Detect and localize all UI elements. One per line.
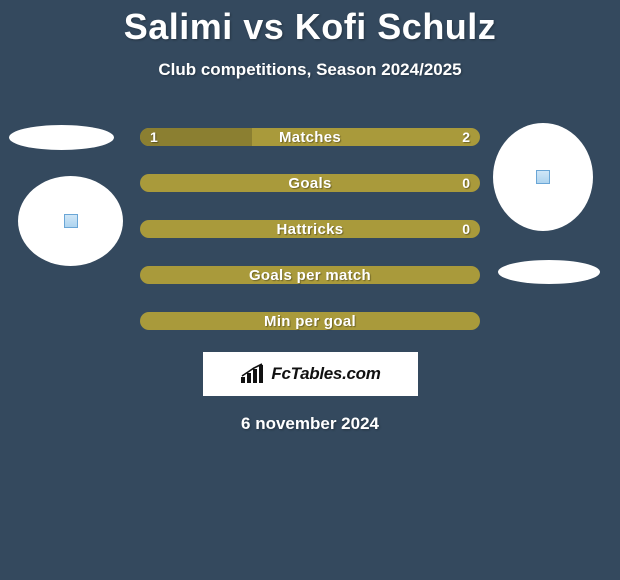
stat-bar-gpm: Goals per match (140, 266, 480, 284)
right-player-avatar (493, 123, 593, 231)
stat-bar-mpg: Min per goal (140, 312, 480, 330)
stat-label: Goals (288, 175, 331, 192)
footer-date: 6 november 2024 (0, 414, 620, 434)
left-player-avatar (18, 176, 123, 266)
stat-bar-hattricks: Hattricks 0 (140, 220, 480, 238)
stat-label: Min per goal (264, 313, 356, 330)
page-title: Salimi vs Kofi Schulz (0, 0, 620, 48)
stat-value-right: 0 (462, 221, 470, 237)
left-shadow-ellipse (9, 125, 114, 150)
right-shadow-ellipse (498, 260, 600, 284)
stat-label: Goals per match (249, 267, 371, 284)
stat-bar-goals: Goals 0 (140, 174, 480, 192)
image-placeholder-icon (64, 214, 78, 228)
bars-chart-icon (239, 363, 267, 385)
stats-container: 1 Matches 2 Goals 0 Hattricks 0 Goals pe… (140, 128, 480, 330)
brand-text: FcTables.com (271, 364, 380, 384)
stat-label: Hattricks (277, 221, 344, 238)
stat-label: Matches (279, 129, 341, 146)
page-subtitle: Club competitions, Season 2024/2025 (0, 60, 620, 80)
stat-value-right: 0 (462, 175, 470, 191)
brand-box: FcTables.com (203, 352, 418, 396)
stat-bar-matches: 1 Matches 2 (140, 128, 480, 146)
image-placeholder-icon (536, 170, 550, 184)
stat-value-left: 1 (150, 129, 158, 145)
stat-value-right: 2 (462, 129, 470, 145)
